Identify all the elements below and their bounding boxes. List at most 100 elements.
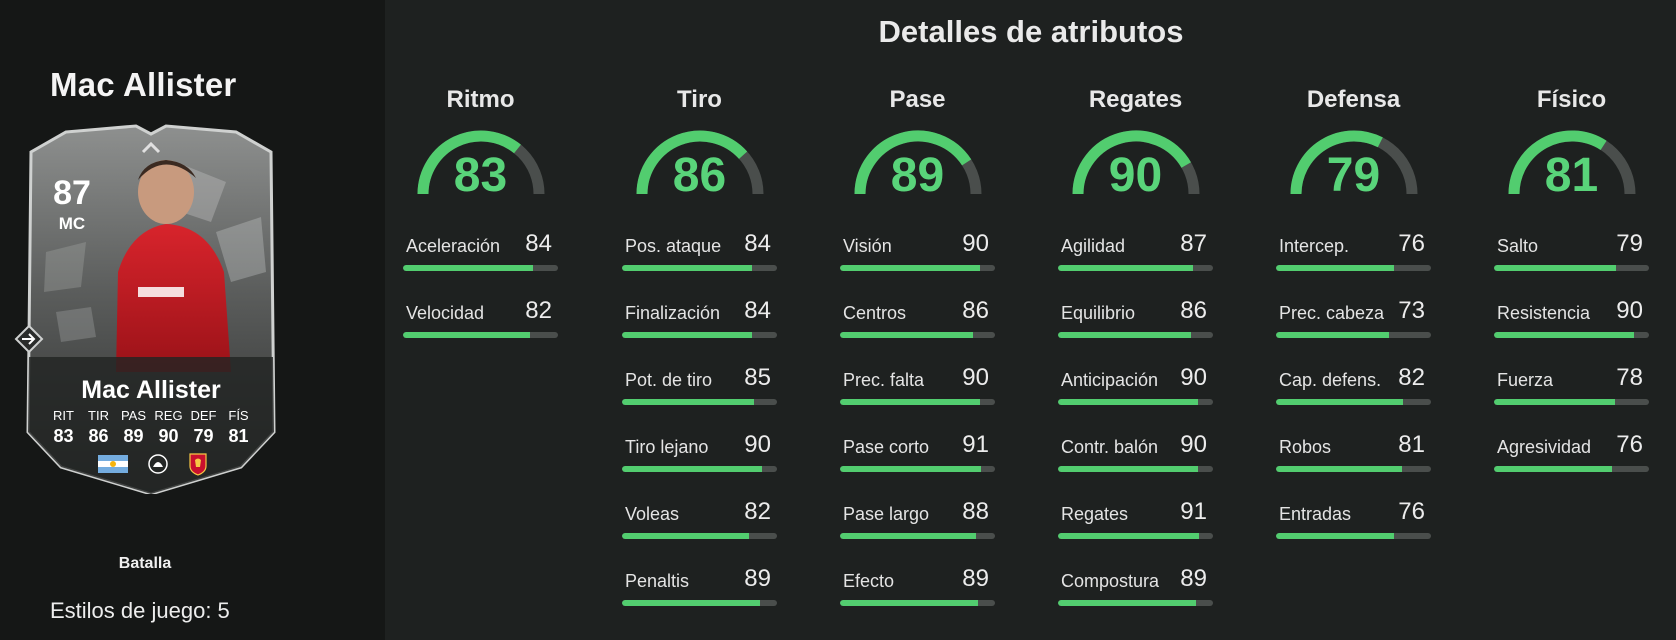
attribute-name: Penaltis bbox=[625, 571, 690, 591]
attribute-bar-track bbox=[1058, 533, 1213, 539]
attribute-bar-fill bbox=[840, 265, 980, 271]
attribute-name: Agilidad bbox=[1061, 236, 1126, 256]
attribute-row: Regates 91 bbox=[1058, 496, 1213, 546]
attribute-bar-track bbox=[840, 265, 995, 271]
card-stat-label: FÍS bbox=[228, 408, 249, 423]
attribute-bar-fill bbox=[1494, 399, 1615, 405]
attribute-name: Pase largo bbox=[843, 504, 930, 524]
attribute-bar-fill bbox=[622, 399, 754, 405]
attribute-name: Cap. defens. bbox=[1279, 370, 1382, 390]
card-type-label: Batalla bbox=[118, 555, 172, 572]
attribute-bar-track bbox=[1276, 466, 1431, 472]
category-name: Regates bbox=[1088, 86, 1183, 113]
attribute-name: Velocidad bbox=[406, 303, 485, 323]
attribute-name: Aceleración bbox=[406, 236, 501, 256]
attribute-value: 90 bbox=[1180, 431, 1207, 458]
attribute-row: Prec. cabeza 73 bbox=[1276, 295, 1431, 345]
attribute-name: Regates bbox=[1061, 504, 1129, 524]
attribute-bar-fill bbox=[840, 533, 977, 539]
attribute-bar-track bbox=[622, 265, 777, 271]
attribute-row: Agilidad 87 bbox=[1058, 228, 1213, 278]
attribute-bar-fill bbox=[1494, 332, 1634, 338]
card-stat-value: 89 bbox=[123, 426, 144, 446]
attribute-name: Equilibrio bbox=[1061, 303, 1136, 323]
category-gauge bbox=[417, 130, 545, 195]
attribute-name: Finalización bbox=[625, 303, 721, 323]
category-value: 79 bbox=[1326, 149, 1381, 202]
attribute-bar-track bbox=[840, 332, 995, 338]
attribute-bar-track bbox=[403, 265, 558, 271]
attribute-name: Visión bbox=[843, 236, 892, 256]
category-name: Defensa bbox=[1306, 86, 1401, 113]
attribute-name: Intercep. bbox=[1279, 236, 1350, 256]
attribute-value: 87 bbox=[1180, 230, 1207, 257]
attribute-value: 86 bbox=[1180, 297, 1207, 324]
liverpool-crest-icon bbox=[189, 453, 207, 476]
attribute-name: Robos bbox=[1279, 437, 1332, 457]
card-stat-label: TIR bbox=[88, 408, 109, 423]
attribute-bar-fill bbox=[403, 332, 531, 338]
attribute-name: Centros bbox=[843, 303, 907, 323]
attribute-value: 90 bbox=[1180, 364, 1207, 391]
attribute-value: 89 bbox=[744, 565, 771, 592]
attribute-name: Tiro lejano bbox=[625, 437, 709, 457]
attribute-value: 81 bbox=[1398, 431, 1425, 458]
attribute-bar-track bbox=[1276, 332, 1431, 338]
attribute-bar-track bbox=[840, 600, 995, 606]
attribute-bar-fill bbox=[1058, 466, 1198, 472]
attribute-value: 79 bbox=[1616, 230, 1643, 257]
attribute-value: 90 bbox=[1616, 297, 1643, 324]
attribute-row: Aceleración 84 bbox=[403, 228, 558, 278]
attribute-bar-track bbox=[1276, 265, 1431, 271]
attribute-bar-track bbox=[1494, 265, 1649, 271]
attribute-value: 73 bbox=[1398, 297, 1425, 324]
attribute-name: Entradas bbox=[1279, 504, 1352, 524]
category-name: Tiro bbox=[677, 86, 722, 113]
card-stat-value: 90 bbox=[158, 426, 179, 446]
attribute-bar-track bbox=[1058, 265, 1213, 271]
attribute-bar-track bbox=[1276, 399, 1431, 405]
attribute-name: Voleas bbox=[625, 504, 680, 524]
player-card[interactable]: 87 MC Mac Allister RIT TIR PAS REG DEF F… bbox=[26, 122, 276, 494]
attribute-value: 85 bbox=[744, 364, 771, 391]
attribute-bar-fill bbox=[1058, 265, 1193, 271]
attribute-bar-track bbox=[1494, 466, 1649, 472]
attribute-bar-fill bbox=[840, 332, 974, 338]
playstyles-count[interactable]: Estilos de juego: 5 bbox=[50, 598, 230, 623]
attribute-value: 90 bbox=[962, 364, 989, 391]
attribute-bar-track bbox=[1494, 332, 1649, 338]
gauge-fill bbox=[1072, 130, 1191, 195]
attribute-row: Intercep. 76 bbox=[1276, 228, 1431, 278]
attribute-value: 76 bbox=[1616, 431, 1643, 458]
attribute-value: 76 bbox=[1398, 230, 1425, 257]
attributes-title: Detalles de atributos bbox=[878, 14, 1184, 49]
premier-league-icon bbox=[148, 454, 168, 474]
playstyle-arrow-icon bbox=[14, 324, 44, 354]
card-stat-label: REG bbox=[154, 408, 183, 423]
attribute-bar-track bbox=[1276, 533, 1431, 539]
attribute-bar-fill bbox=[1276, 399, 1404, 405]
attribute-name: Agresividad bbox=[1497, 437, 1592, 457]
gauge-fill bbox=[636, 130, 748, 195]
category-value: 86 bbox=[672, 149, 727, 202]
attribute-value: 89 bbox=[1180, 565, 1207, 592]
card-player-name: Mac Allister bbox=[81, 376, 221, 404]
category-gauge bbox=[1508, 130, 1636, 195]
attribute-bar-fill bbox=[1058, 399, 1198, 405]
attribute-name: Prec. cabeza bbox=[1279, 303, 1385, 323]
attribute-bar-fill bbox=[1058, 332, 1192, 338]
attribute-bar-track bbox=[622, 332, 777, 338]
card-badges bbox=[98, 452, 208, 476]
attribute-bar-track bbox=[622, 466, 777, 472]
attribute-bar-track bbox=[840, 533, 995, 539]
attribute-row: Salto 79 bbox=[1494, 228, 1649, 278]
attribute-bar-track bbox=[840, 399, 995, 405]
attribute-name: Prec. falta bbox=[843, 370, 925, 390]
attribute-name: Pos. ataque bbox=[625, 236, 722, 256]
card-rating: 87 bbox=[53, 174, 91, 212]
category-value: 81 bbox=[1544, 149, 1599, 202]
attribute-bar-fill bbox=[1494, 265, 1617, 271]
attribute-row: Entradas 76 bbox=[1276, 496, 1431, 546]
attribute-name: Compostura bbox=[1061, 571, 1160, 591]
attribute-bar-fill bbox=[622, 600, 760, 606]
